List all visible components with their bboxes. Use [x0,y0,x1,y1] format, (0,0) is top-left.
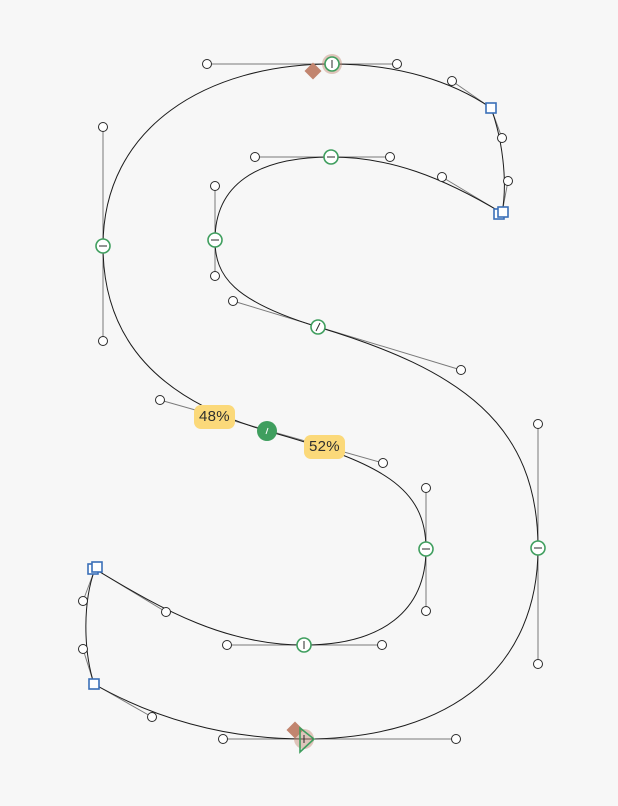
off-curve-point[interactable] [503,176,513,186]
start-point[interactable] [294,726,316,754]
smooth-node[interactable] [530,540,546,556]
off-curve-point[interactable] [210,181,220,191]
start-triangle-icon [299,726,316,754]
selected-node[interactable] [257,421,277,441]
smooth-nodes [95,54,546,653]
off-curve-point[interactable] [250,152,260,162]
off-curve-point[interactable] [421,606,431,616]
off-curve-point[interactable] [378,458,388,468]
off-curve-point[interactable] [222,640,232,650]
smooth-node[interactable] [95,238,111,254]
off-curve-point[interactable] [385,152,395,162]
off-curve-point[interactable] [447,76,457,86]
anchors [286,62,322,739]
off-curve-point[interactable] [155,395,165,405]
corner-node[interactable] [88,678,100,690]
corner-node[interactable] [485,102,497,114]
off-curve-point[interactable] [98,336,108,346]
off-curve-point[interactable] [533,659,543,669]
off-curve-point[interactable] [392,59,402,69]
segment-split-right-label: 52% [304,435,345,459]
off-curve-point[interactable] [456,365,466,375]
off-curve-point[interactable] [421,483,431,493]
off-curve-point[interactable] [202,59,212,69]
segment-split-left-label: 48% [194,405,235,429]
glyph-outline[interactable] [85,63,539,740]
off-curve-point[interactable] [78,596,88,606]
corner-node[interactable] [87,561,103,575]
off-curve-point[interactable] [218,734,228,744]
off-curve-point[interactable] [497,133,507,143]
handle-lines [82,63,539,740]
off-curve-points [78,59,543,744]
anchor-diamond-icon[interactable] [304,62,322,80]
smooth-node[interactable] [418,541,434,557]
corner-node[interactable] [493,206,509,220]
off-curve-point[interactable] [161,607,171,617]
smooth-node[interactable] [296,637,312,653]
off-curve-point[interactable] [147,712,157,722]
smooth-node[interactable] [323,149,339,165]
off-curve-point[interactable] [533,419,543,429]
off-curve-point[interactable] [98,122,108,132]
corner-nodes [87,102,509,690]
off-curve-point[interactable] [377,640,387,650]
off-curve-point[interactable] [210,271,220,281]
smooth-node[interactable] [322,54,342,74]
smooth-node[interactable] [207,232,223,248]
off-curve-point[interactable] [437,172,447,182]
off-curve-point[interactable] [78,644,88,654]
off-curve-point[interactable] [228,296,238,306]
smooth-node[interactable] [310,319,326,335]
off-curve-point[interactable] [451,734,461,744]
